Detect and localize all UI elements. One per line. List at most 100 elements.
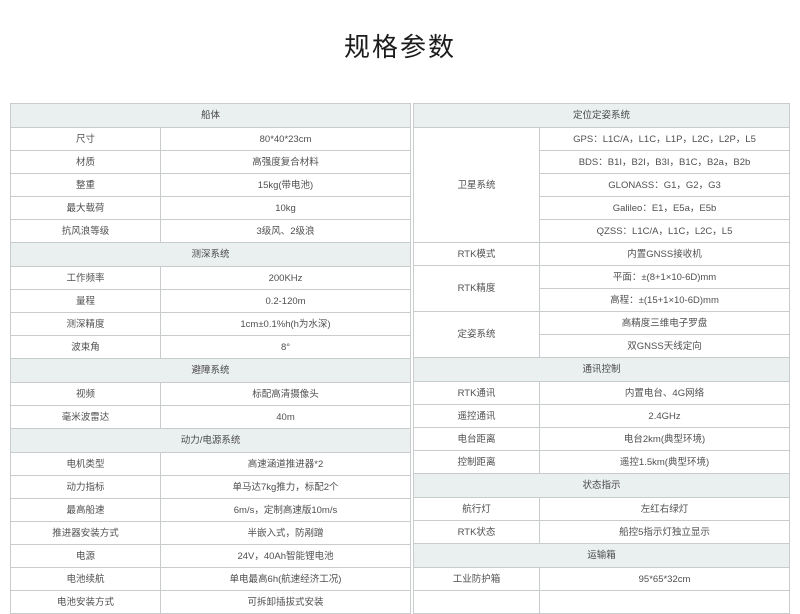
spec-value: 可拆卸插拔式安装 <box>159 590 412 614</box>
spec-value: 左红右绿灯 <box>539 497 791 522</box>
table-row <box>413 590 791 614</box>
table-row: 高程：±(15+1×10-6D)mm <box>414 288 791 313</box>
spec-value: 24V，40Ah智能锂电池 <box>159 544 412 569</box>
table-row: 测深精度 1cm±0.1%h(h为水深) <box>10 312 412 337</box>
section-header-row: 船体 <box>9 103 412 129</box>
table-row: RTK模式 内置GNSS接收机 <box>413 242 791 267</box>
spec-label: RTK模式 <box>413 242 541 267</box>
table-row: 控制距离 遥控1.5km(典型环境) <box>413 450 791 475</box>
spec-label: 材质 <box>10 150 161 175</box>
spec-label: 航行灯 <box>413 497 541 522</box>
spec-value: 200KHz <box>159 266 412 291</box>
table-row: 定姿系统 高精度三维电子罗盘 <box>413 311 791 359</box>
spec-label: RTK精度 <box>413 265 541 313</box>
spec-value: Galileo：E1，E5a，E5b <box>539 196 791 221</box>
table-row: 工作频率 200KHz <box>10 266 412 291</box>
table-row: 尺寸 80*40*23cm <box>10 127 412 152</box>
spec-value: 10kg <box>159 196 412 221</box>
spec-value: 高强度复合材料 <box>159 150 412 175</box>
table-row: 材质 高强度复合材料 <box>10 150 412 175</box>
table-row: 遥控通讯 2.4GHz <box>413 404 791 429</box>
section-header-label: 运输箱 <box>413 543 791 569</box>
spec-value: 40m <box>159 405 412 430</box>
section-header-row: 状态指示 <box>413 473 791 499</box>
spec-value: 电台2km(典型环境) <box>539 427 791 452</box>
table-row: 电池续航 单电最高6h(航速经济工况) <box>10 567 412 592</box>
spec-label: 推进器安装方式 <box>10 521 161 546</box>
spec-value: 8° <box>159 335 412 360</box>
page-title: 规格参数 <box>343 33 456 64</box>
spec-value: 船控5指示灯独立显示 <box>539 520 791 545</box>
spec-label: 遥控通讯 <box>413 404 541 429</box>
spec-value: 半嵌入式，防剐蹭 <box>159 521 412 546</box>
spec-label: 电机类型 <box>10 452 161 477</box>
spec-label: 毫米波雷达 <box>10 405 161 430</box>
spec-value: 2.4GHz <box>539 404 791 429</box>
section-header-row: 动力/电源系统 <box>9 428 412 454</box>
spec-label: 波束角 <box>10 335 161 360</box>
section-header-row: 避障系统 <box>9 358 412 384</box>
spec-value: 平面：±(8+1×10-6D)mm <box>539 265 791 290</box>
spec-label: 工业防护箱 <box>413 567 541 592</box>
spec-label: 电池续航 <box>10 567 161 592</box>
spec-label: 抗风浪等级 <box>10 219 161 244</box>
table-row: 毫米波雷达 40m <box>10 405 412 430</box>
table-row: 双GNSS天线定向 <box>414 334 791 359</box>
table-row: 波束角 8° <box>10 335 412 360</box>
section-header-label: 船体 <box>9 103 412 129</box>
table-row: 卫星系统 GPS：L1C/A，L1C，L1P，L2C，L2P，L5 <box>413 127 791 244</box>
spec-value: 80*40*23cm <box>159 127 412 152</box>
spec-page: 规格参数 船体 尺寸 80*40*23cm 材质 高强度复合材料 整重 15kg(带电池) 最… <box>0 17 800 614</box>
spec-value: 单马达7kg推力，标配2个 <box>159 475 412 500</box>
table-row: RTK通讯 内置电台、4G网络 <box>413 381 791 406</box>
section-header-label: 测深系统 <box>9 242 412 268</box>
spec-label: RTK状态 <box>413 520 541 545</box>
spec-label: 卫星系统 <box>413 127 541 244</box>
table-row: 电台距离 电台2km(典型环境) <box>413 427 791 452</box>
table-row: 最高船速 6m/s，定制高速版10m/s <box>10 498 412 523</box>
spec-value: 双GNSS天线定向 <box>539 334 791 359</box>
spec-label: 控制距离 <box>413 450 541 475</box>
section-header-label: 状态指示 <box>413 473 791 499</box>
table-row: 抗风浪等级 3级风、2级浪 <box>10 219 412 244</box>
spec-value: GLONASS：G1，G2，G3 <box>539 173 791 198</box>
spec-value: 0.2-120m <box>159 289 412 314</box>
section-header-row: 运输箱 <box>413 543 791 569</box>
spec-value: 内置GNSS接收机 <box>539 242 791 267</box>
section-header-row: 通讯控制 <box>413 357 791 383</box>
spec-label: 尺寸 <box>10 127 161 152</box>
spec-value: 1cm±0.1%h(h为水深) <box>159 312 412 337</box>
spec-value: QZSS：L1C/A，L1C，L2C，L5 <box>539 219 791 244</box>
table-row: 电池安装方式 可拆卸插拔式安装 <box>10 590 412 614</box>
table-row: 量程 0.2-120m <box>10 289 412 314</box>
table-row: 最大载荷 10kg <box>10 196 412 221</box>
spec-label: 最高船速 <box>10 498 161 523</box>
table-row: 推进器安装方式 半嵌入式，防剐蹭 <box>10 521 412 546</box>
spec-label: 电池安装方式 <box>10 590 161 614</box>
spec-value: 高程：±(15+1×10-6D)mm <box>539 288 791 313</box>
spec-label: 定姿系统 <box>413 311 541 359</box>
spec-value: 单电最高6h(航速经济工况) <box>159 567 412 592</box>
spec-value: 高精度三维电子罗盘 <box>539 311 791 336</box>
section-header-row: 测深系统 <box>9 242 412 268</box>
spec-value: 高速涵道推进器*2 <box>159 452 412 477</box>
spec-value: 遥控1.5km(典型环境) <box>539 450 791 475</box>
section-header-label: 动力/电源系统 <box>9 428 412 454</box>
spec-value: 标配高清摄像头 <box>159 382 412 407</box>
table-row: 工业防护箱 95*65*32cm <box>413 567 791 592</box>
spec-label: 视频 <box>10 382 161 407</box>
spec-label: 电源 <box>10 544 161 569</box>
spec-tables-container: 船体 尺寸 80*40*23cm 材质 高强度复合材料 整重 15kg(带电池) 最大载荷 10… <box>9 103 791 614</box>
section-header-label: 避障系统 <box>9 358 412 384</box>
table-row: GLONASS：G1，G2，G3 <box>414 173 791 198</box>
spec-value: 15kg(带电池) <box>159 173 412 198</box>
spec-label: 动力指标 <box>10 475 161 500</box>
table-row: 视频 标配高清摄像头 <box>10 382 412 407</box>
spec-value: BDS：B1I，B2I，B3I，B1C，B2a，B2b <box>539 150 791 175</box>
table-row: Galileo：E1，E5a，E5b <box>414 196 791 221</box>
table-row: 电机类型 高速涵道推进器*2 <box>10 452 412 477</box>
table-row: BDS：B1I，B2I，B3I，B1C，B2a，B2b <box>414 150 791 175</box>
table-row: 电源 24V，40Ah智能锂电池 <box>10 544 412 569</box>
spec-label: 工作频率 <box>10 266 161 291</box>
spec-label: 最大载荷 <box>10 196 161 221</box>
